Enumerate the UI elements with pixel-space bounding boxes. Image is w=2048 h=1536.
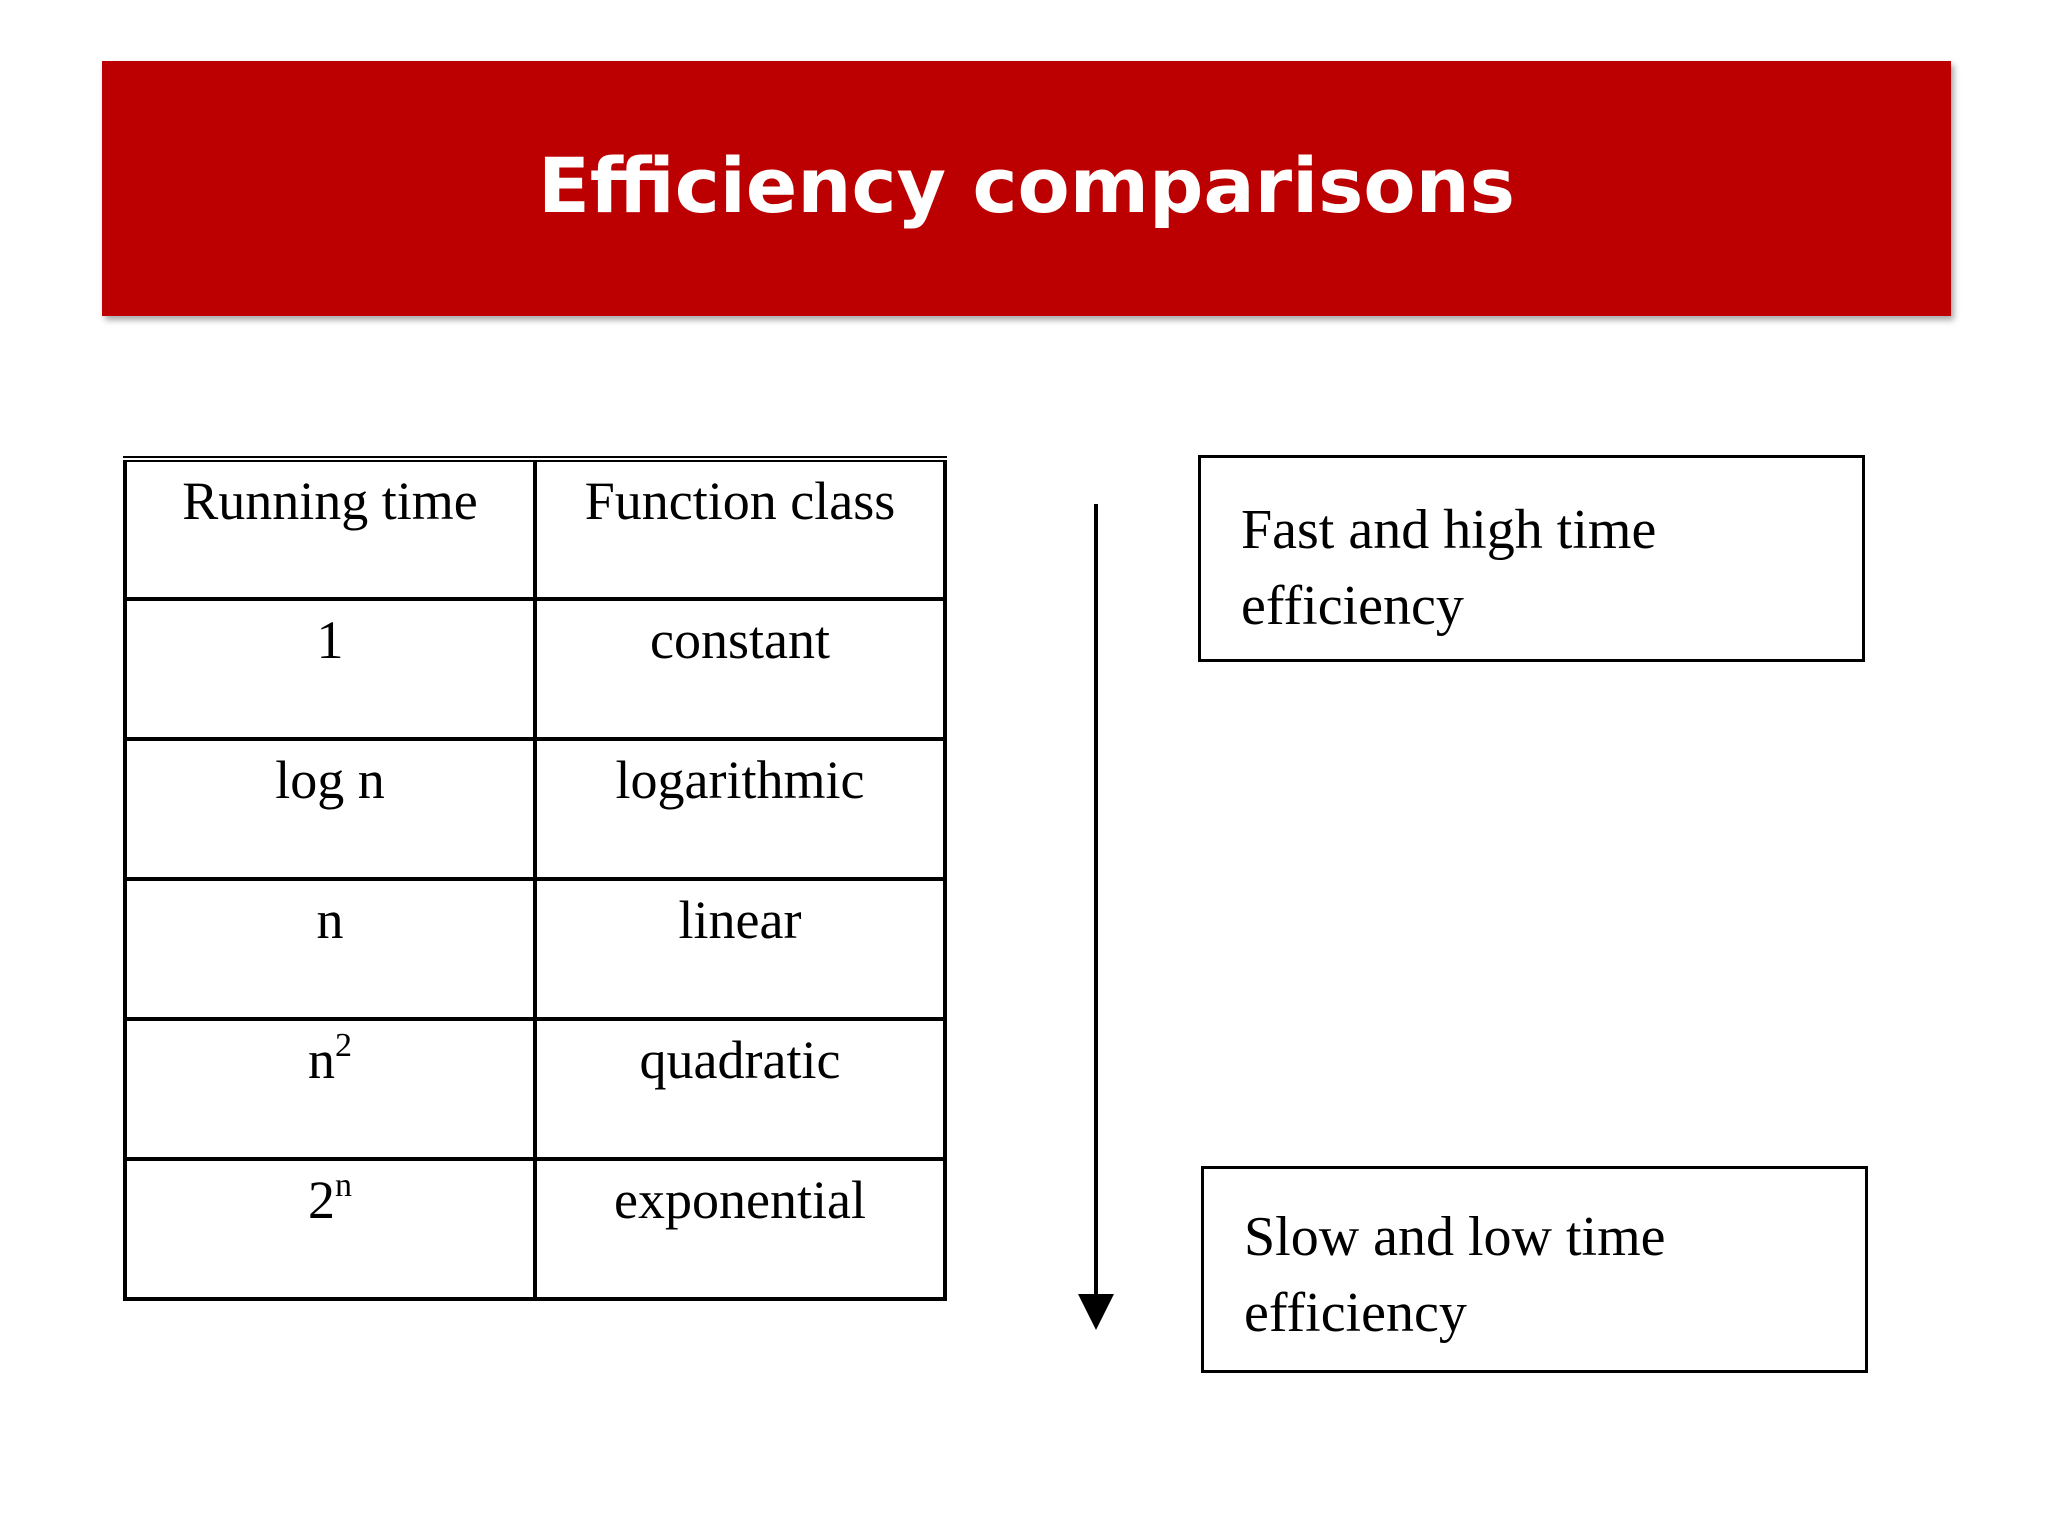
running-time-cell: n [123, 877, 537, 1021]
fast-efficiency-line2: efficiency [1241, 575, 1464, 637]
running-time-base: n [316, 890, 344, 950]
table-row: 1 constant [123, 597, 947, 741]
function-class-cell: constant [533, 597, 947, 741]
running-time-base: 2 [308, 1170, 335, 1230]
arrow-head [1078, 1294, 1114, 1330]
running-time-cell: 1 [123, 597, 537, 741]
slide-title: Efficiency comparisons [538, 141, 1515, 230]
running-time-exponent: n [335, 1167, 352, 1204]
table-row: log n logarithmic [123, 737, 947, 881]
function-class-cell: quadratic [533, 1017, 947, 1161]
running-time-exponent: 2 [335, 1027, 352, 1064]
running-time-cell: 2n [123, 1157, 537, 1301]
function-class-cell: exponential [533, 1157, 947, 1301]
table-row: 2n exponential [123, 1157, 947, 1301]
title-banner: Efficiency comparisons [102, 61, 1951, 316]
header-running-time: Running time [123, 459, 537, 601]
table-header-row: Running time Function class [123, 459, 947, 601]
function-class-cell: logarithmic [533, 737, 947, 881]
fast-efficiency-box: Fast and high time efficiency [1198, 455, 1865, 662]
efficiency-table: Running time Function class 1 constant l… [123, 456, 947, 1301]
running-time-cell: n2 [123, 1017, 537, 1161]
running-time-base: n [308, 1030, 335, 1090]
arrow-down-icon [1078, 504, 1114, 1330]
header-function-class: Function class [533, 459, 947, 601]
slow-efficiency-line2: efficiency [1244, 1282, 1467, 1344]
table-row: n linear [123, 877, 947, 1021]
running-time-base: 1 [316, 610, 344, 670]
function-class-cell: linear [533, 877, 947, 1021]
running-time-cell: log n [123, 737, 537, 881]
slow-efficiency-line1: Slow and low time [1244, 1206, 1666, 1268]
running-time-base: log n [275, 750, 385, 810]
slow-efficiency-box: Slow and low time efficiency [1201, 1166, 1868, 1373]
fast-efficiency-line1: Fast and high time [1241, 499, 1657, 561]
table-row: n2 quadratic [123, 1017, 947, 1161]
